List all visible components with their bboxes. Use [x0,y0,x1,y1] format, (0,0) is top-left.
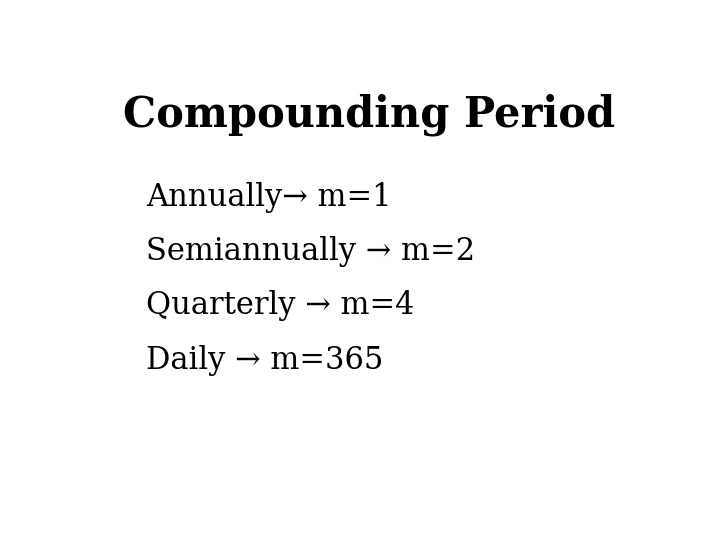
Text: Annually→ m=1: Annually→ m=1 [145,183,392,213]
Text: Semiannually → m=2: Semiannually → m=2 [145,237,475,267]
Text: Quarterly → m=4: Quarterly → m=4 [145,291,414,321]
Text: Compounding Period: Compounding Period [123,93,615,136]
Text: Daily → m=365: Daily → m=365 [145,345,383,375]
